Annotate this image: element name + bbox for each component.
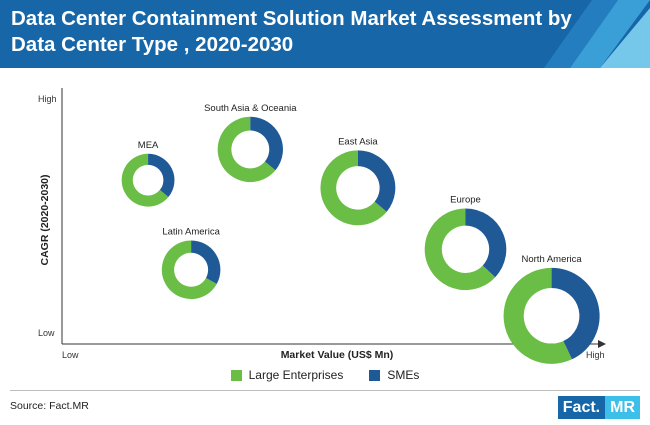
bubble-label-north-america: North America — [522, 254, 583, 265]
source-note: Source: Fact.MR — [10, 400, 89, 412]
donut-segment-smes-latin-america — [190, 240, 221, 284]
y-tick-high: High — [38, 94, 57, 104]
bubble-series: MEA Latin America South Asia & Oceania East… — [121, 103, 600, 364]
factmr-logo: Fact. MR — [557, 396, 640, 419]
page-title: Data Center Containment Solution Market … — [11, 7, 572, 56]
logo-left: Fact. — [557, 396, 606, 419]
donut-segment-smes-mea — [147, 153, 175, 197]
donut-segment-smes-europe — [464, 208, 507, 278]
legend-item-large-enterprises: Large Enterprises — [230, 368, 344, 382]
smes-swatch — [369, 369, 381, 381]
legend-label-large-enterprises: Large Enterprises — [248, 368, 344, 382]
bubble-latin-america: Latin America — [161, 227, 221, 300]
logo-right: MR — [605, 396, 640, 419]
legend-item-smes: SMEs — [369, 368, 419, 382]
donut-segment-large-enterprises-latin-america — [161, 240, 217, 300]
bubble-north-america: North America — [503, 254, 600, 364]
legend-label-smes: SMEs — [387, 368, 420, 382]
bubble-chart: High Low Low High Market Value (US$ Mn) … — [38, 88, 606, 364]
x-tick-low: Low — [62, 350, 79, 360]
bubble-mea: MEA — [121, 140, 175, 207]
donut-segment-smes-south-asia-and-oceania — [249, 116, 283, 171]
bubble-east-asia: East Asia — [320, 136, 396, 226]
axes — [61, 88, 606, 348]
donut-segment-large-enterprises-south-asia-and-oceania — [217, 116, 276, 183]
large-enterprises-swatch — [230, 369, 242, 381]
donut-segment-large-enterprises-mea — [121, 153, 169, 207]
donut-segment-large-enterprises-europe — [424, 208, 496, 291]
header-banner: Data Center Containment Solution Market … — [0, 0, 650, 68]
y-tick-low: Low — [38, 328, 55, 338]
legend: Large Enterprises SMEs — [0, 367, 650, 383]
bubble-europe: Europe — [424, 195, 507, 291]
donut-segment-smes-north-america — [550, 267, 600, 360]
bubble-label-europe: Europe — [450, 195, 481, 206]
donut-segment-smes-east-asia — [357, 150, 396, 212]
bubble-label-latin-america: Latin America — [162, 227, 220, 238]
x-axis-title: Market Value (US$ Mn) — [281, 349, 394, 361]
bubble-label-south-asia-and-oceania: South Asia & Oceania — [204, 103, 297, 114]
y-axis-title: CAGR (2020-2030) — [39, 174, 51, 265]
x-tick-high: High — [586, 350, 605, 360]
bubble-label-mea: MEA — [138, 140, 159, 151]
donut-segment-large-enterprises-east-asia — [320, 150, 387, 226]
banner-decoration — [544, 0, 650, 68]
bubble-label-east-asia: East Asia — [338, 136, 378, 147]
footer-divider — [10, 390, 640, 391]
donut-segment-large-enterprises-north-america — [503, 267, 573, 364]
x-axis-arrow — [598, 340, 606, 348]
bubble-south-asia-and-oceania: South Asia & Oceania — [204, 103, 297, 183]
